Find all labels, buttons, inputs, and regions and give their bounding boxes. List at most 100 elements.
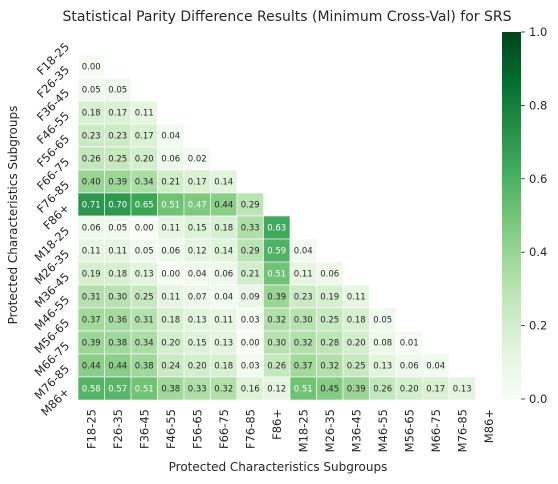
cell-value-label: 0.11 [161, 293, 180, 303]
cell-value-label: 0.00 [82, 63, 101, 73]
cell-value-label: 0.18 [214, 362, 233, 372]
colorbar-tick-label: 0.8 [529, 98, 547, 112]
cell-value-label: 0.13 [214, 339, 233, 349]
cell-value-label: 0.25 [320, 316, 339, 326]
cell-value-label: 0.38 [108, 339, 127, 349]
cell-value-label: 0.31 [82, 293, 101, 303]
cell-value-label: 0.44 [108, 362, 127, 372]
cell-value-label: 0.15 [188, 224, 207, 234]
cell-value-label: 0.05 [108, 86, 127, 96]
cell-value-label: 0.05 [135, 247, 154, 257]
cell-value-label: 0.04 [188, 270, 207, 280]
cell-value-label: 0.58 [82, 385, 101, 395]
cell-value-label: 0.23 [108, 132, 127, 142]
cell-value-label: 0.20 [161, 339, 180, 349]
cell-value-label: 0.18 [108, 270, 127, 280]
cell-value-label: 0.20 [347, 339, 366, 349]
cell-value-label: 0.04 [161, 132, 180, 142]
cell-value-label: 0.33 [241, 224, 260, 234]
cell-value-label: 0.63 [267, 224, 286, 234]
cell-value-label: 0.32 [214, 385, 233, 395]
x-tick-label: F76-85 [243, 409, 257, 449]
cell-value-label: 0.36 [108, 316, 127, 326]
cell-value-label: 0.25 [135, 293, 154, 303]
cell-value-label: 0.14 [214, 247, 233, 257]
cell-value-label: 0.04 [294, 247, 313, 257]
cell-value-label: 0.06 [161, 247, 180, 257]
x-tick-label: F66-75 [217, 409, 231, 449]
cell-value-label: 0.13 [188, 316, 207, 326]
colorbar-tick-label: 0.4 [529, 245, 547, 259]
colorbar [502, 32, 521, 399]
cell-value-label: 0.24 [161, 362, 180, 372]
cell-value-label: 0.30 [267, 339, 286, 349]
colorbar-tick-label: 1.0 [529, 25, 547, 39]
x-tick-label: M66-75 [429, 409, 443, 452]
cell-value-label: 0.33 [188, 385, 207, 395]
cell-value-label: 0.17 [188, 178, 207, 188]
cell-value-label: 0.18 [347, 316, 366, 326]
x-tick-label: F46-55 [164, 409, 178, 449]
cell-value-label: 0.20 [400, 385, 419, 395]
cell-value-label: 0.08 [373, 339, 392, 349]
cell-value-label: 0.21 [161, 178, 180, 188]
x-tick-label: M18-25 [296, 409, 310, 452]
x-tick-label: F18-25 [84, 409, 98, 449]
cell-value-label: 0.37 [82, 316, 101, 326]
cell-value-label: 0.20 [188, 362, 207, 372]
x-tick-label: F26-35 [111, 409, 125, 449]
cell-value-label: 0.13 [135, 270, 154, 280]
cell-value-label: 0.17 [108, 109, 127, 119]
cell-value-label: 0.23 [82, 132, 101, 142]
cell-value-label: 0.39 [347, 385, 366, 395]
cell-value-label: 0.15 [188, 339, 207, 349]
x-axis-label: Protected Characteristics Subgroups [169, 460, 388, 474]
cell-value-label: 0.51 [135, 385, 154, 395]
cell-value-label: 0.09 [241, 293, 260, 303]
cell-value-label: 0.34 [135, 339, 154, 349]
cell-value-label: 0.40 [82, 178, 101, 188]
cell-value-label: 0.34 [135, 178, 154, 188]
cell-value-label: 0.07 [188, 293, 207, 303]
cell-value-label: 0.38 [161, 385, 180, 395]
cell-value-label: 0.39 [267, 293, 286, 303]
cell-value-label: 0.11 [161, 224, 180, 234]
cell-value-label: 0.39 [108, 178, 127, 188]
colorbar-ticks: 0.0 0.2 0.4 0.6 0.8 1.0 [521, 25, 547, 406]
cell-value-label: 0.00 [135, 224, 154, 234]
cell-value-label: 0.06 [400, 362, 419, 372]
cell-value-label: 0.51 [294, 385, 313, 395]
cell-value-label: 0.51 [161, 201, 180, 211]
cell-value-label: 0.11 [82, 247, 101, 257]
x-tick-label: F56-65 [190, 409, 204, 449]
x-tick-label: F86+ [270, 409, 284, 440]
cell-value-label: 0.06 [214, 270, 233, 280]
cell-value-label: 0.05 [108, 224, 127, 234]
cell-value-label: 0.47 [188, 201, 207, 211]
cell-value-label: 0.29 [241, 201, 260, 211]
cell-value-label: 0.05 [82, 86, 101, 96]
x-tick-label: M46-55 [376, 409, 390, 452]
cell-value-label: 0.20 [135, 155, 154, 165]
x-tick-label: M36-45 [349, 409, 363, 452]
cell-value-label: 0.19 [82, 270, 101, 280]
cell-value-label: 0.65 [135, 201, 154, 211]
cell-value-label: 0.25 [108, 155, 127, 165]
cell-value-label: 0.13 [373, 362, 392, 372]
cell-value-label: 0.16 [241, 385, 260, 395]
heatmap-cells: 0.00 0.05 0.05 0.18 0.17 0.11 0.23 0.23 0.17 0.04… [77, 54, 476, 401]
cell-value-label: 0.11 [347, 293, 366, 303]
cell-value-label: 0.02 [188, 155, 207, 165]
y-tick-labels: F18-25F26-35F36-45F46-55F56-65F66-75F76-… [32, 40, 73, 419]
x-tick-label: M56-65 [402, 409, 416, 452]
cell-value-label: 0.26 [267, 362, 286, 372]
cell-value-label: 0.18 [82, 109, 101, 119]
cell-value-label: 0.06 [82, 224, 101, 234]
cell-value-label: 0.25 [347, 362, 366, 372]
cell-value-label: 0.23 [294, 293, 313, 303]
cell-value-label: 0.44 [214, 201, 233, 211]
cell-value-label: 0.00 [161, 270, 180, 280]
cell-value-label: 0.30 [294, 316, 313, 326]
chart-title: Statistical Parity Difference Results (M… [63, 9, 512, 25]
